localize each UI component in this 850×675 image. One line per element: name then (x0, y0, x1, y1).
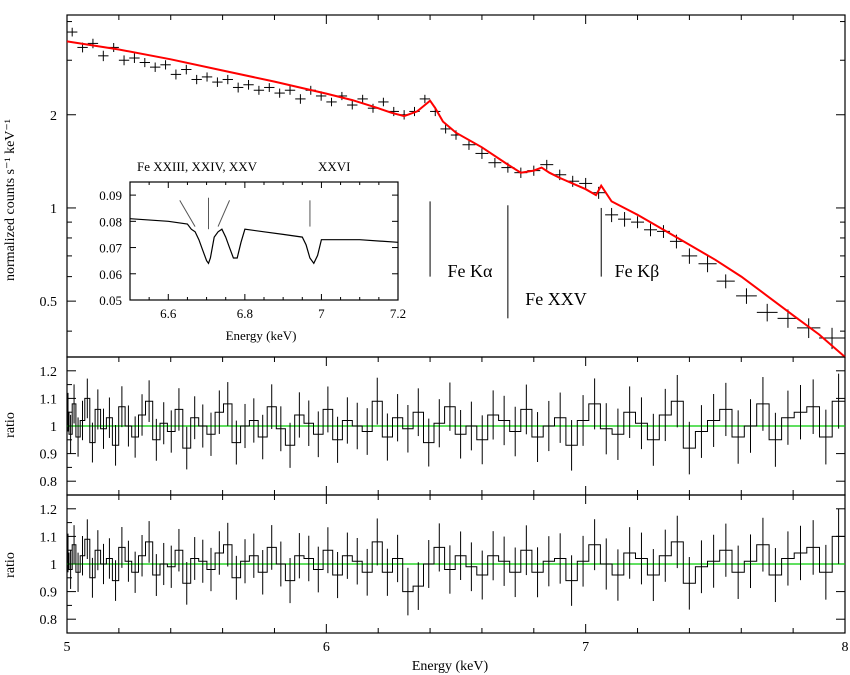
ratio2-y-tick-label: 1.2 (40, 503, 58, 518)
ratio2-x-tick-label: 5 (64, 640, 71, 655)
ratio2-x-tick-label: 8 (842, 640, 849, 655)
inset-ion-label-xxvi: XXVI (318, 159, 351, 174)
inset-x-tick-label: 7 (318, 306, 325, 321)
inset-frame (129, 181, 399, 301)
ratio2-y-axis-label: ratio (3, 552, 18, 578)
inset-y-tick-label: 0.06 (99, 267, 122, 282)
ratio-panel-2: 0.8 0.9 1 1.1 1.2 5 6 7 8 (40, 494, 849, 655)
inset-y-tick-label: 0.07 (99, 241, 122, 256)
ratio1-y-tick-label: 0.9 (40, 448, 58, 463)
ratio1-y-tick-label: 0.8 (40, 475, 58, 490)
ratio1-y-axis-label: ratio (3, 412, 18, 438)
ratio1-y-tick-label: 1.2 (40, 365, 58, 380)
spectrum-y-tick-label: 2 (50, 109, 57, 124)
spectrum-y-tick-label: 1 (50, 202, 57, 217)
spectrum-y-tick-label: 0.5 (40, 295, 58, 310)
x-axis-label: Energy (keV) (412, 659, 489, 674)
ratio2-y-tick-label: 1 (50, 558, 57, 573)
annotation-fe-ka: Fe Kα (448, 261, 493, 281)
inset-x-tick-label: 6.8 (237, 306, 253, 321)
inset-y-tick-label: 0.08 (99, 214, 122, 229)
ratio1-step-line (67, 397, 845, 449)
inset-x-axis-label: Energy (keV) (226, 328, 297, 343)
inset-line-marker (179, 200, 196, 227)
ratio2-x-tick-label: 7 (582, 640, 589, 655)
ratio1-y-tick-label: 1 (50, 420, 57, 435)
ratio-panel-1: 0.8 0.9 1 1.1 1.2 (40, 356, 846, 496)
inset-y-tick-label: 0.09 (99, 188, 122, 203)
ratio1-y-tick-label: 1.1 (40, 392, 58, 407)
spectrum-model-line (66, 40, 846, 358)
annotation-fe-xxv: Fe XXV (525, 289, 587, 309)
inset-model-line (129, 218, 399, 265)
annotation-fe-kb: Fe Kβ (615, 261, 660, 281)
ratio2-y-tick-label: 0.8 (40, 613, 58, 628)
inset-panel: 0.05 0.06 0.07 0.08 0.09 6.6 6.8 7 7.2 (99, 181, 406, 321)
inset-ion-label-fe: Fe XXIII, XXIV, XXV (137, 159, 258, 174)
inset-line-marker (217, 200, 231, 227)
inset-x-tick-label: 6.6 (160, 306, 177, 321)
ratio2-x-tick-label: 6 (323, 640, 330, 655)
inset-x-tick-label: 7.2 (390, 306, 406, 321)
spectrum-y-axis-label: normalized counts s⁻¹ keV⁻¹ (3, 119, 18, 281)
ratio2-y-tick-label: 1.1 (40, 530, 58, 545)
inset-y-tick-label: 0.05 (99, 293, 122, 308)
ratio2-y-tick-label: 0.9 (40, 586, 58, 601)
ratio2-step-line (67, 535, 845, 593)
